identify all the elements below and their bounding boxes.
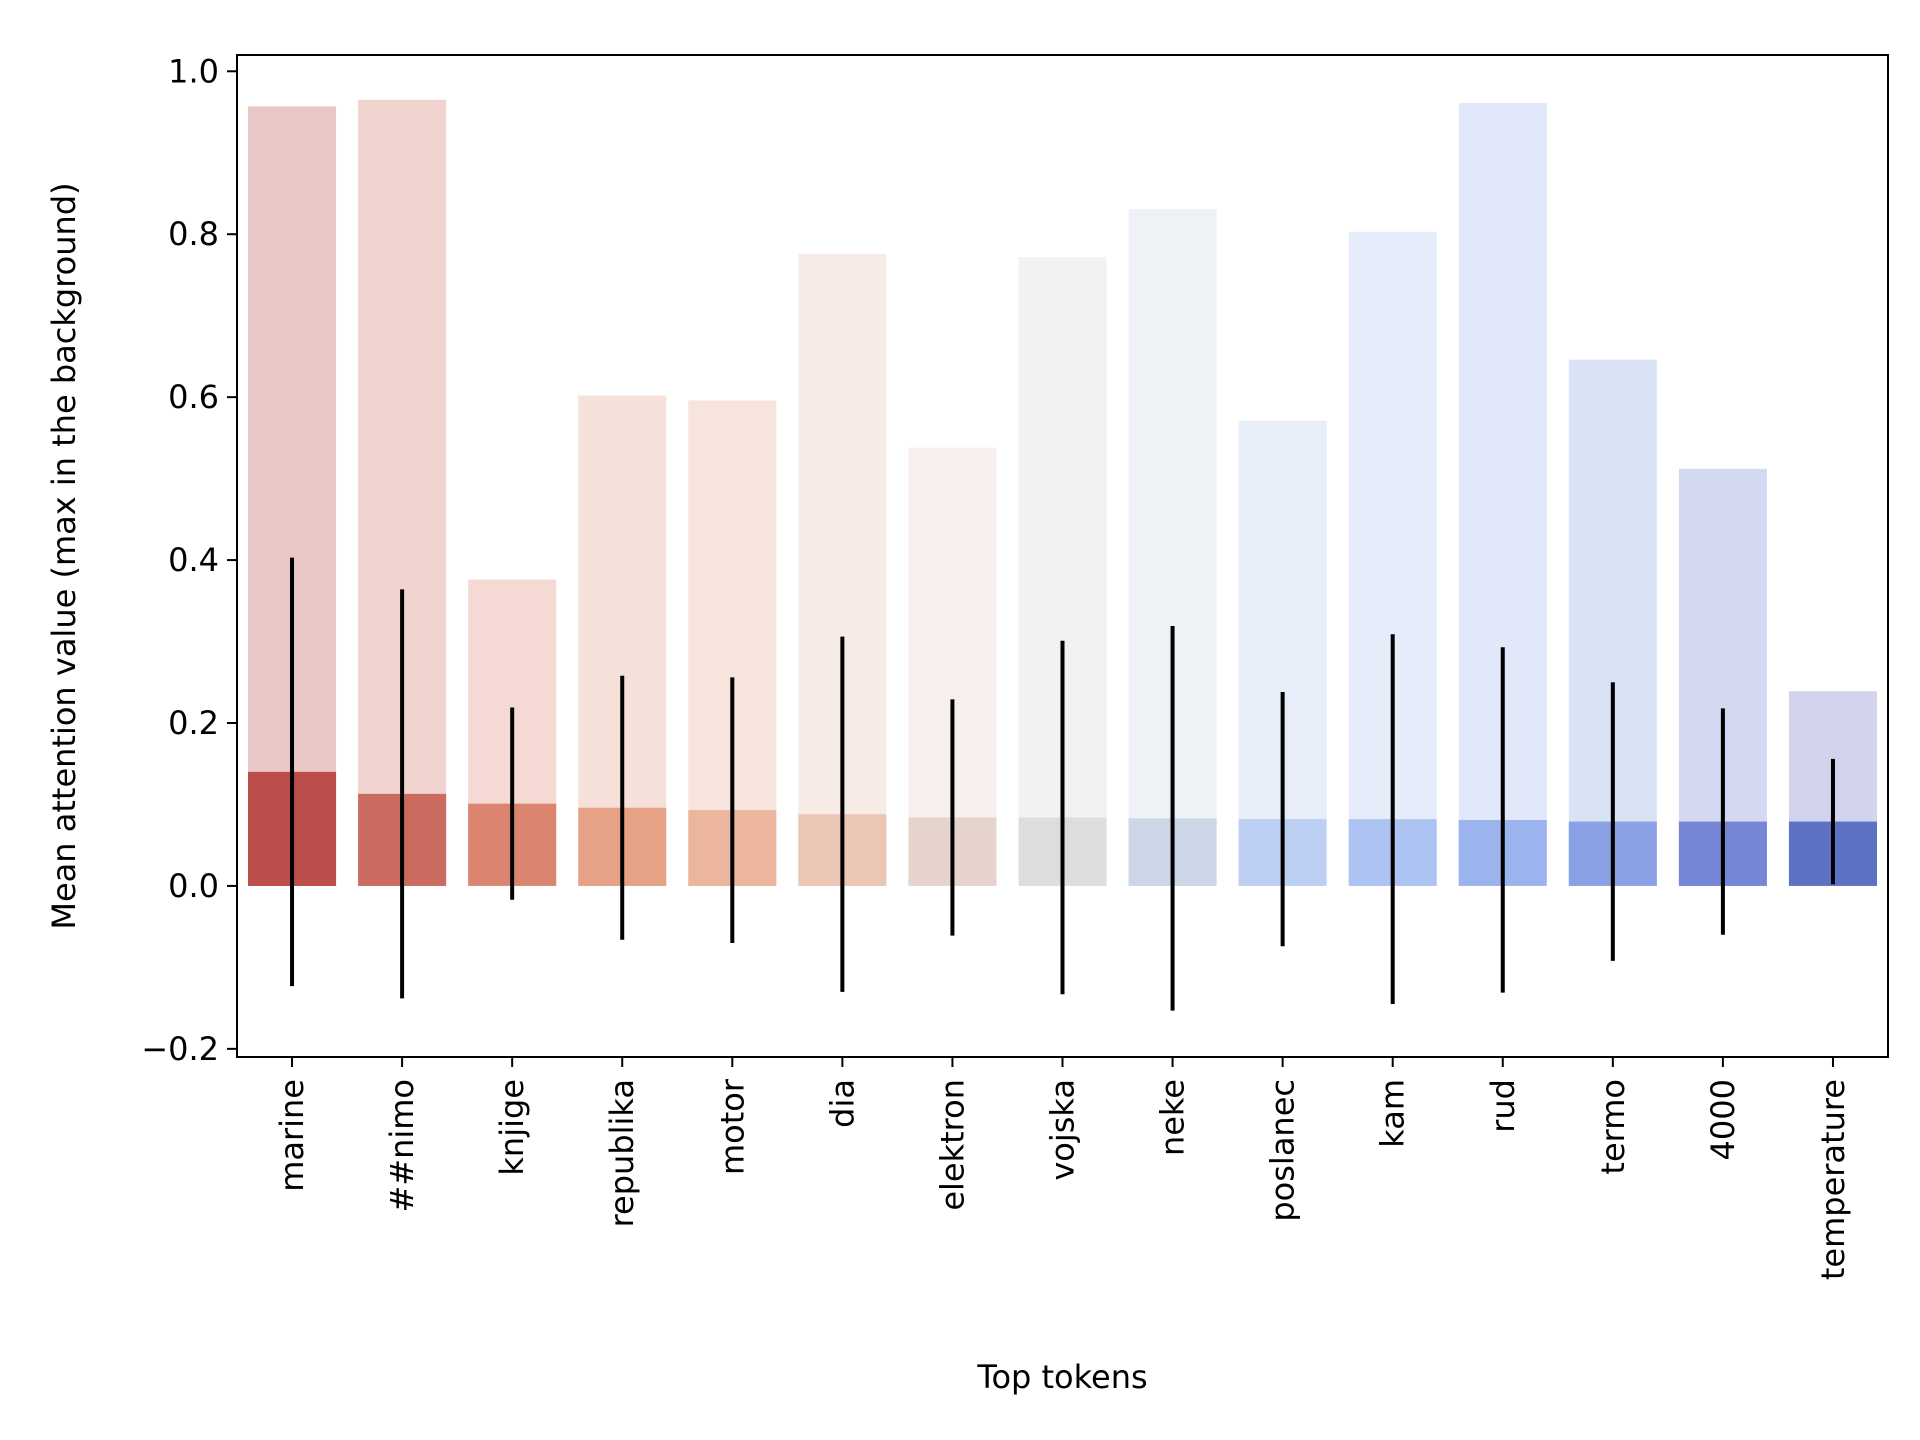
x-tick-label: poslanec (1264, 1079, 1302, 1222)
y-tick-label: 1.0 (168, 52, 219, 90)
y-axis-label: Mean attention value (max in the backgro… (45, 182, 83, 929)
y-axis: −0.2 0.0 0.2 0.4 0.6 0.8 1.0 (141, 52, 237, 1068)
x-tick-label: ##nimo (383, 1079, 421, 1213)
x-axis: marine ##nimo knjige republika motor dia elekt… (273, 1057, 1852, 1280)
y-tick-label: 0.4 (168, 541, 219, 579)
x-tick-label: motor (713, 1078, 751, 1175)
y-tick-label: 0.2 (168, 704, 219, 742)
y-tick-label: 0.0 (168, 867, 219, 905)
x-tick-label: kam (1374, 1079, 1412, 1148)
x-tick-label: termo (1594, 1079, 1632, 1175)
x-tick-label: knjige (493, 1079, 531, 1176)
x-tick-label: elektron (933, 1079, 971, 1211)
y-tick-label: −0.2 (141, 1030, 219, 1068)
x-tick-label: dia (823, 1079, 861, 1128)
x-tick-label: republika (603, 1079, 641, 1227)
y-tick-label: 0.8 (168, 215, 219, 253)
x-tick-label: 4000 (1704, 1079, 1742, 1160)
x-tick-label: neke (1154, 1079, 1192, 1156)
x-axis-label: Top tokens (976, 1358, 1147, 1396)
x-tick-label: marine (273, 1079, 311, 1192)
error-bars (290, 557, 1835, 1011)
x-tick-label: vojska (1044, 1079, 1082, 1181)
x-tick-label: rud (1484, 1079, 1522, 1133)
x-tick-label: temperature (1814, 1079, 1852, 1280)
y-tick-label: 0.6 (168, 378, 219, 416)
